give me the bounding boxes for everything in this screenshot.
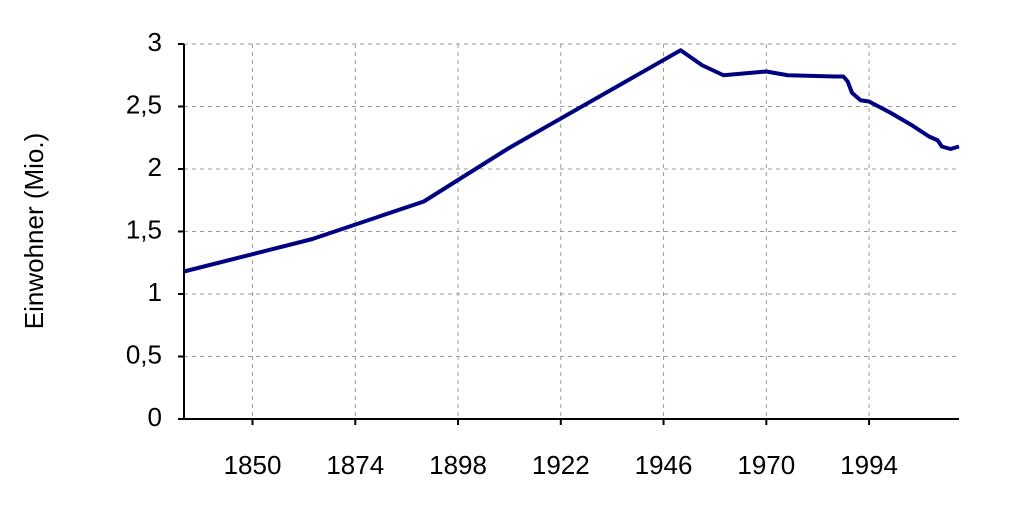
x-tick-label: 1898: [429, 450, 487, 480]
y-tick-label: 2: [148, 152, 162, 182]
x-tick-label: 1850: [224, 450, 282, 480]
x-tick-label: 1970: [737, 450, 795, 480]
y-tick-label: 0: [148, 402, 162, 432]
x-tick-label: 1946: [635, 450, 693, 480]
data-line: [183, 48, 960, 274]
x-tick-label: 1922: [532, 450, 590, 480]
y-tick-label: 1: [148, 277, 162, 307]
y-tick-label: 1,5: [126, 214, 162, 244]
x-tick-label: 1874: [326, 450, 384, 480]
y-axis-label: Einwohner (Mio.): [19, 133, 49, 330]
x-tick-label: 1994: [840, 450, 898, 480]
y-tick-label: 2,5: [126, 89, 162, 119]
y-tick-label: 3: [148, 27, 162, 57]
y-tick-label: 0,5: [126, 339, 162, 369]
